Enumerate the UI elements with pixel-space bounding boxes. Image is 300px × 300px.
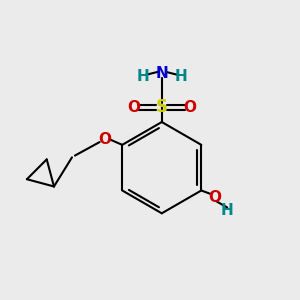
Text: H: H (175, 69, 187, 84)
Text: O: O (127, 100, 140, 115)
Text: S: S (156, 98, 168, 116)
Text: O: O (98, 132, 111, 147)
Text: N: N (155, 66, 168, 81)
Text: H: H (221, 203, 233, 218)
Text: H: H (136, 69, 149, 84)
Text: O: O (208, 190, 221, 205)
Text: O: O (183, 100, 196, 115)
